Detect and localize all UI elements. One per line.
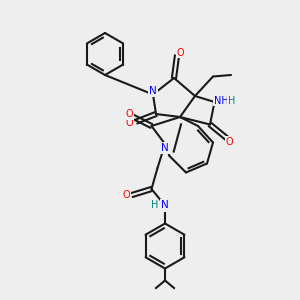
- Text: N: N: [161, 142, 169, 153]
- Text: O: O: [122, 190, 130, 200]
- Text: O: O: [125, 118, 133, 128]
- Text: NH: NH: [214, 95, 229, 106]
- Text: N: N: [161, 200, 169, 211]
- Text: H: H: [151, 200, 158, 211]
- Text: H: H: [228, 95, 235, 106]
- Text: O: O: [226, 136, 233, 147]
- Text: O: O: [125, 109, 133, 119]
- Text: N: N: [149, 86, 157, 96]
- Text: O: O: [177, 47, 184, 58]
